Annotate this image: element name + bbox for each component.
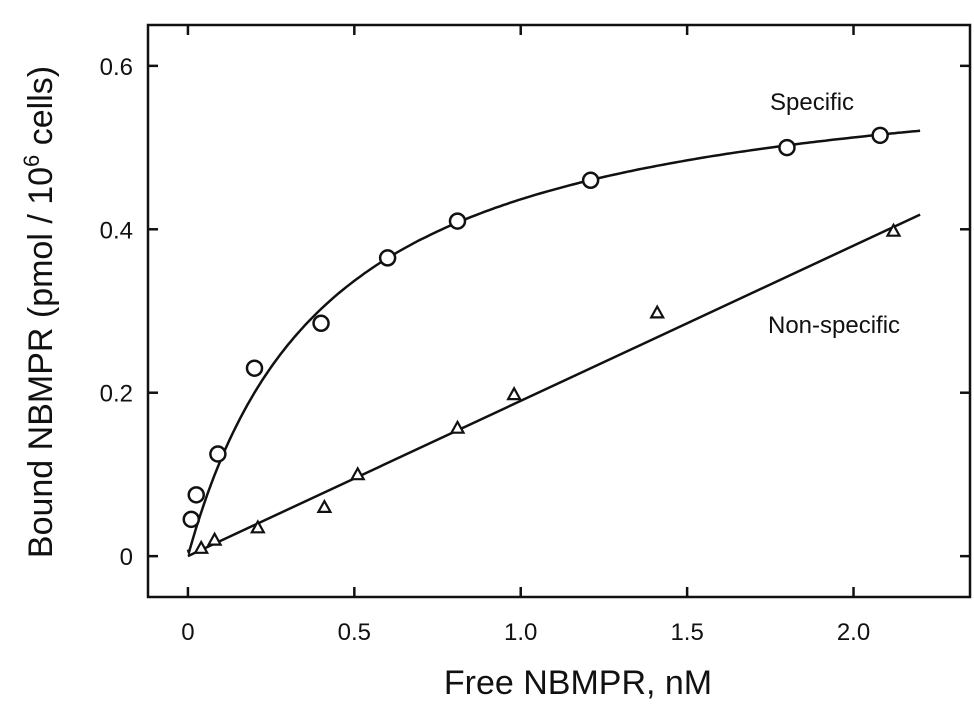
series-label-non-specific: Non-specific <box>768 312 900 339</box>
non-specific-point <box>193 539 210 554</box>
non-specific-point <box>316 498 333 513</box>
y-tick-label: 0.6 <box>100 54 133 81</box>
non-specific-point <box>885 222 902 237</box>
specific-point <box>448 212 467 230</box>
specific-point <box>245 359 264 377</box>
specific-point <box>581 171 600 190</box>
x-tick-label: 2.0 <box>837 619 870 646</box>
specific-point <box>182 510 201 529</box>
specific-point <box>187 486 206 504</box>
specific-point <box>778 138 796 157</box>
non-specific-point <box>249 519 266 534</box>
fit-line-specific <box>186 129 921 557</box>
y-tick-label: 0.4 <box>100 217 133 244</box>
x-axis-title: Free NBMPR, nM <box>444 664 712 702</box>
y-tick-label: 0.2 <box>100 381 133 408</box>
x-tick-label: 1.0 <box>504 619 537 646</box>
y-tick-label: 0 <box>120 544 133 571</box>
non-specific-point <box>449 419 466 434</box>
data-markers <box>182 126 902 554</box>
series-labels: Specific Non-specific <box>768 89 900 339</box>
plot-area <box>146 23 972 599</box>
specific-point <box>209 445 227 463</box>
y-axis-title-tail: cells) <box>22 66 60 155</box>
y-axis-ticks: 0 0.2 0.4 0.6 <box>100 54 970 571</box>
y-axis-title: Bound NBMPR (pmol / 106 cells) <box>19 66 60 558</box>
non-specific-point <box>206 531 223 546</box>
fit-line-non-specific <box>187 213 921 558</box>
y-axis-title-main: Bound NBMPR (pmol / 10 <box>22 167 60 558</box>
specific-point <box>871 126 889 145</box>
specific-point <box>378 249 397 267</box>
non-specific-point <box>649 304 666 319</box>
non-specific-point <box>506 386 522 401</box>
y-axis-title-superscript: 6 <box>19 155 44 167</box>
plot-frame <box>146 23 972 599</box>
x-tick-label: 1.5 <box>670 619 703 646</box>
x-tick-label: 0 <box>181 619 194 646</box>
fit-lines <box>186 129 921 558</box>
specific-point <box>312 314 330 333</box>
x-axis-ticks: 0 0.5 1.0 1.5 2.0 <box>181 25 870 646</box>
x-tick-label: 0.5 <box>338 619 371 646</box>
non-specific-point <box>349 466 366 481</box>
series-label-specific: Specific <box>770 89 854 116</box>
